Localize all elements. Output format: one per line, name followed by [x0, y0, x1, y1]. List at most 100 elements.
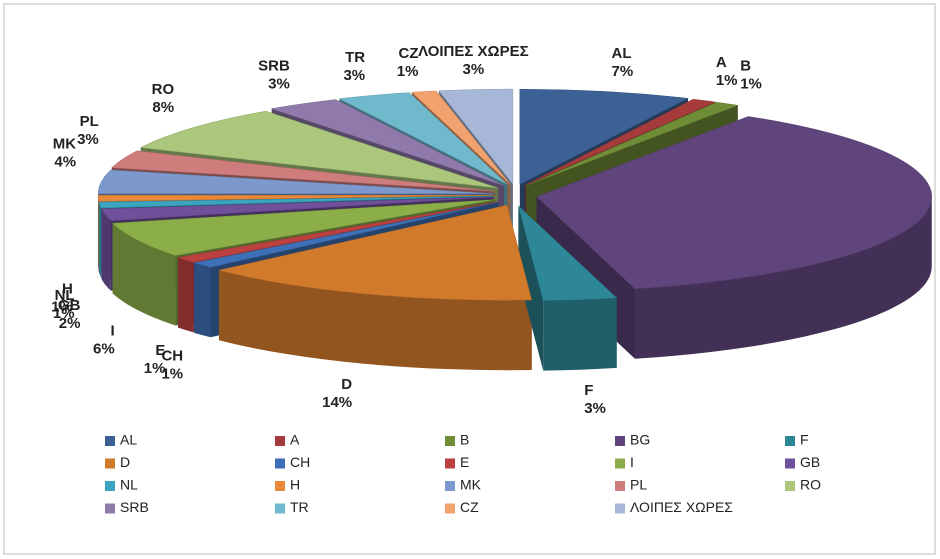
data-label-value: 1%: [53, 305, 75, 322]
data-label-name: ΛΟΙΠΕΣ ΧΩΡΕΣ: [418, 43, 529, 60]
legend-swatch: [615, 503, 625, 514]
data-label-value: 2%: [59, 315, 81, 332]
slice-side: [178, 257, 194, 333]
legend-label: D: [120, 454, 130, 470]
slice: [517, 205, 618, 301]
data-label-value: 1%: [51, 298, 73, 315]
legend-swatch: [445, 503, 455, 514]
legend-label: F: [800, 432, 809, 448]
data-label-name: GB: [58, 297, 81, 314]
legend-swatch: [105, 481, 115, 491]
data-label-name: CH: [161, 347, 183, 364]
legend-label: I: [630, 454, 634, 470]
data-label-value: 1%: [161, 365, 183, 382]
legend-label: TR: [290, 499, 309, 515]
legend-swatch: [785, 481, 795, 491]
data-label-name: B: [740, 57, 751, 74]
legend-swatch: [445, 436, 455, 446]
slice-side: [194, 262, 211, 338]
legend-label: RO: [800, 477, 821, 493]
data-label-value: 7%: [612, 63, 634, 80]
data-label-name: H: [62, 280, 73, 297]
data-label-name: CZ: [398, 45, 418, 62]
data-label-value: 3%: [77, 131, 99, 148]
legend-label: MK: [460, 477, 482, 493]
data-label-value: 1%: [144, 360, 166, 377]
data-label-value: 1%: [397, 63, 419, 80]
data-label-value: 3%: [343, 67, 365, 84]
slice: [97, 169, 494, 194]
legend-swatch: [275, 436, 285, 446]
legend-swatch: [785, 458, 795, 469]
legend-swatch: [275, 458, 285, 469]
slice-side: [98, 195, 99, 272]
legend-swatch: [105, 436, 115, 446]
slice: [536, 116, 932, 289]
data-label-name: SRB: [258, 57, 290, 74]
legend-swatch: [105, 458, 115, 469]
slice: [139, 110, 499, 189]
data-label-name: TR: [345, 49, 365, 66]
slice: [111, 150, 495, 192]
data-label-value: 8%: [152, 99, 174, 116]
slice: [338, 92, 508, 185]
data-label-name: RO: [152, 81, 175, 98]
data-label-name: D: [341, 376, 352, 393]
slice: [101, 196, 494, 221]
slice-side: [98, 202, 102, 278]
slice-side: [518, 205, 544, 371]
data-label-value: 14%: [322, 394, 352, 411]
data-label-name: AL: [612, 45, 632, 62]
slice: [111, 199, 496, 256]
data-label-value: 3%: [268, 75, 290, 92]
legend-swatch: [445, 458, 455, 469]
data-label-name: MK: [53, 136, 76, 153]
data-label-value: 6%: [93, 340, 115, 357]
slice: [271, 99, 504, 186]
data-label-name: A: [716, 54, 727, 71]
data-label-name: NL: [55, 287, 75, 304]
data-label-value: 1%: [740, 75, 762, 92]
slice-side: [112, 223, 176, 326]
data-labels: AL7%A1%B1%BG37%F3%D14%CH1%E1%I6%GB2%NL1%…: [51, 43, 762, 417]
legend-swatch: [785, 436, 795, 446]
legend-label: NL: [120, 477, 138, 493]
legend-label: SRB: [120, 499, 149, 515]
legend-swatch: [615, 481, 625, 491]
data-label-name: I: [111, 322, 115, 339]
legend-label: ΛΟΙΠΕΣ ΧΩΡΕΣ: [630, 499, 733, 515]
slice: [519, 89, 689, 185]
legend-label: B: [460, 432, 469, 448]
slice: [438, 88, 514, 185]
data-label-name: F: [584, 382, 593, 399]
slice: [218, 204, 533, 301]
legend-label: PL: [630, 477, 647, 493]
data-label-value: 4%: [54, 154, 76, 171]
slice: [98, 195, 494, 209]
legend-swatch: [615, 458, 625, 469]
legend-label: A: [290, 432, 300, 448]
data-label-value: 3%: [584, 400, 606, 417]
data-label-name: PL: [80, 113, 99, 130]
slice: [526, 102, 739, 186]
legend-swatch: [275, 503, 285, 514]
data-label-name: E: [155, 342, 165, 359]
slice-side: [543, 297, 617, 371]
legend-swatch: [105, 503, 115, 514]
slice-side: [634, 196, 932, 359]
slice: [411, 90, 511, 185]
slice: [524, 98, 717, 186]
slice: [177, 201, 498, 263]
legend-label: GB: [800, 454, 820, 470]
slice-side: [101, 208, 111, 291]
legend-label: AL: [120, 432, 137, 448]
slice-side: [218, 270, 532, 371]
slice: [194, 202, 499, 268]
legend-swatch: [275, 481, 285, 491]
legend-swatch: [615, 436, 625, 446]
legend-label: BG: [630, 432, 650, 448]
data-label-value: 3%: [463, 61, 485, 78]
legend-swatch: [445, 481, 455, 491]
slice-tops: [97, 88, 932, 301]
